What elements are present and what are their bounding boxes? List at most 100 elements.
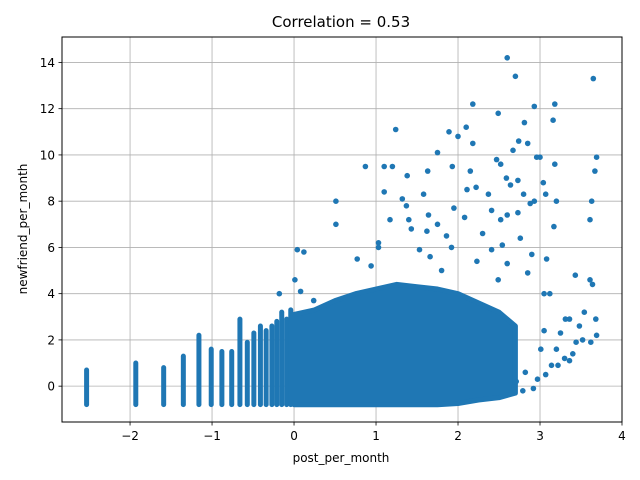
data-point	[557, 330, 564, 336]
data-point	[438, 267, 445, 274]
data-point	[368, 263, 374, 269]
data-point	[579, 337, 586, 343]
data-point	[576, 323, 583, 329]
data-point	[527, 200, 533, 207]
data-point	[449, 163, 456, 170]
data-point	[515, 209, 521, 216]
data-point	[310, 297, 317, 304]
data-point	[540, 179, 547, 186]
x-tick-label: 3	[536, 429, 544, 443]
data-point	[524, 270, 531, 276]
data-point	[424, 168, 431, 174]
y-tick-label: 6	[47, 241, 55, 255]
data-point	[522, 369, 529, 376]
data-point	[587, 277, 593, 283]
data-point	[448, 244, 455, 251]
data-point	[517, 235, 524, 241]
y-tick-label: 8	[47, 195, 55, 209]
data-point	[530, 385, 537, 392]
data-point	[381, 189, 388, 195]
data-point	[512, 73, 519, 80]
data-point	[416, 246, 423, 253]
data-point	[455, 133, 461, 140]
chart-title: Correlation = 0.53	[272, 13, 410, 31]
y-tick-label: 0	[47, 380, 55, 394]
data-point	[592, 168, 598, 174]
y-tick-label: 2	[47, 333, 55, 347]
data-point	[297, 288, 304, 295]
y-axis-ticks: 0 2 4 6 8 10 12 14	[40, 56, 62, 394]
y-tick-label: 10	[40, 148, 55, 162]
data-point	[425, 212, 432, 218]
data-point	[587, 216, 593, 223]
data-point	[389, 163, 396, 170]
data-points	[84, 55, 600, 408]
y-tick-label: 14	[40, 56, 55, 70]
y-tick-label: 4	[47, 287, 55, 301]
data-point	[375, 240, 382, 246]
data-point	[333, 198, 339, 204]
data-point	[434, 221, 441, 228]
x-tick-label: 0	[290, 429, 298, 443]
dense-point-cloud	[291, 281, 518, 408]
data-point	[424, 228, 430, 234]
data-point	[504, 55, 511, 61]
data-point	[463, 124, 470, 130]
data-point	[593, 316, 599, 322]
data-point	[561, 355, 568, 362]
x-tick-label: 4	[618, 429, 626, 443]
data-point	[427, 253, 433, 260]
data-point	[551, 223, 557, 230]
data-point	[479, 230, 486, 237]
data-point	[497, 161, 504, 167]
data-point	[541, 290, 547, 297]
data-point	[488, 207, 495, 214]
grid-lines	[62, 37, 623, 422]
data-point	[529, 251, 535, 258]
data-point	[503, 175, 510, 181]
x-axis-ticks: −2 −1 0 1 2 3 4	[121, 422, 626, 443]
data-point	[515, 138, 522, 144]
data-point	[552, 101, 558, 107]
x-tick-label: −2	[121, 429, 139, 443]
data-point	[504, 260, 511, 267]
data-point	[588, 198, 595, 204]
data-point	[470, 140, 476, 147]
data-point	[566, 357, 573, 364]
data-point	[387, 216, 393, 223]
x-tick-label: 2	[454, 429, 462, 443]
data-point	[590, 75, 597, 82]
data-point	[470, 101, 476, 107]
data-point	[572, 272, 579, 279]
data-point	[446, 129, 452, 135]
data-point	[499, 242, 506, 248]
data-point	[531, 198, 538, 204]
data-point	[504, 212, 511, 218]
data-point	[553, 198, 560, 204]
x-tick-label: −1	[203, 429, 221, 443]
data-point	[541, 327, 547, 334]
y-axis-label: newfriend_per_month	[16, 164, 30, 295]
data-point	[513, 378, 519, 385]
y-tick-label: 12	[40, 102, 55, 116]
data-point	[381, 163, 388, 170]
data-point	[276, 290, 283, 297]
data-point	[399, 196, 406, 202]
data-point	[555, 362, 561, 369]
data-point	[593, 154, 600, 160]
data-point	[538, 346, 544, 353]
data-point	[524, 140, 531, 147]
data-point	[548, 362, 555, 369]
data-point	[589, 281, 596, 288]
data-point	[495, 277, 502, 283]
data-point	[566, 316, 573, 322]
data-point	[474, 258, 480, 265]
data-point	[434, 149, 441, 156]
data-point	[403, 203, 410, 209]
data-point	[392, 126, 399, 133]
data-point	[451, 205, 457, 211]
data-point	[507, 182, 514, 188]
data-point	[542, 191, 549, 197]
data-point	[552, 161, 558, 167]
